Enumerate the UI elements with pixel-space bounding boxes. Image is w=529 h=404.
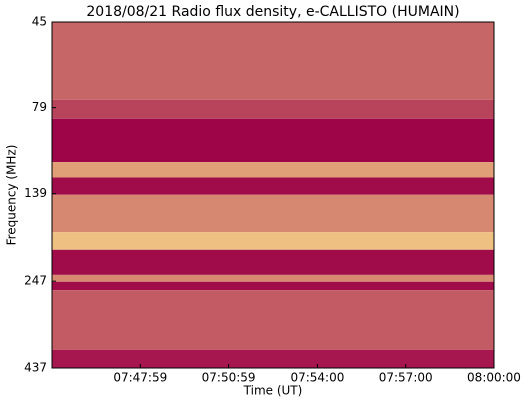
- x-tick-label: 07:54:00: [290, 371, 344, 385]
- x-tick-label: 07:50:59: [202, 371, 256, 385]
- x-tick-label: 08:00:00: [467, 371, 521, 385]
- band: [52, 274, 494, 282]
- band: [52, 22, 494, 100]
- y-tick-label: 437: [24, 361, 47, 375]
- y-tick-label: 45: [32, 15, 47, 29]
- x-axis-label: Time (UT): [243, 384, 303, 398]
- band: [52, 249, 494, 275]
- chart-title: 2018/08/21 Radio flux density, e-CALLIST…: [86, 4, 459, 20]
- x-tick-label: 07:47:59: [113, 371, 167, 385]
- band: [52, 290, 494, 350]
- band: [52, 162, 494, 178]
- y-tick-label: 79: [32, 100, 47, 114]
- band: [52, 281, 494, 291]
- y-tick-label: 247: [24, 274, 47, 288]
- plot-frame: [51, 21, 495, 369]
- x-tick-label: 07:57:00: [379, 371, 433, 385]
- y-tick-label: 139: [24, 186, 47, 200]
- band: [52, 349, 494, 368]
- y-axis-label: Frequency (MHz): [5, 145, 19, 246]
- band: [52, 194, 494, 233]
- plot-area: [52, 22, 494, 368]
- band: [52, 99, 494, 119]
- band: [52, 177, 494, 195]
- band: [52, 232, 494, 250]
- band: [52, 118, 494, 163]
